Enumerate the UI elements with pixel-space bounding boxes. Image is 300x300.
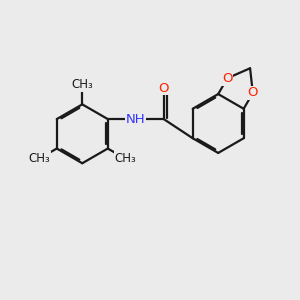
Text: CH₃: CH₃ (28, 152, 50, 165)
Text: O: O (222, 72, 232, 85)
Text: CH₃: CH₃ (71, 78, 93, 91)
Text: O: O (248, 86, 258, 100)
Text: O: O (158, 82, 169, 95)
Text: CH₃: CH₃ (114, 152, 136, 165)
Text: NH: NH (126, 112, 146, 126)
